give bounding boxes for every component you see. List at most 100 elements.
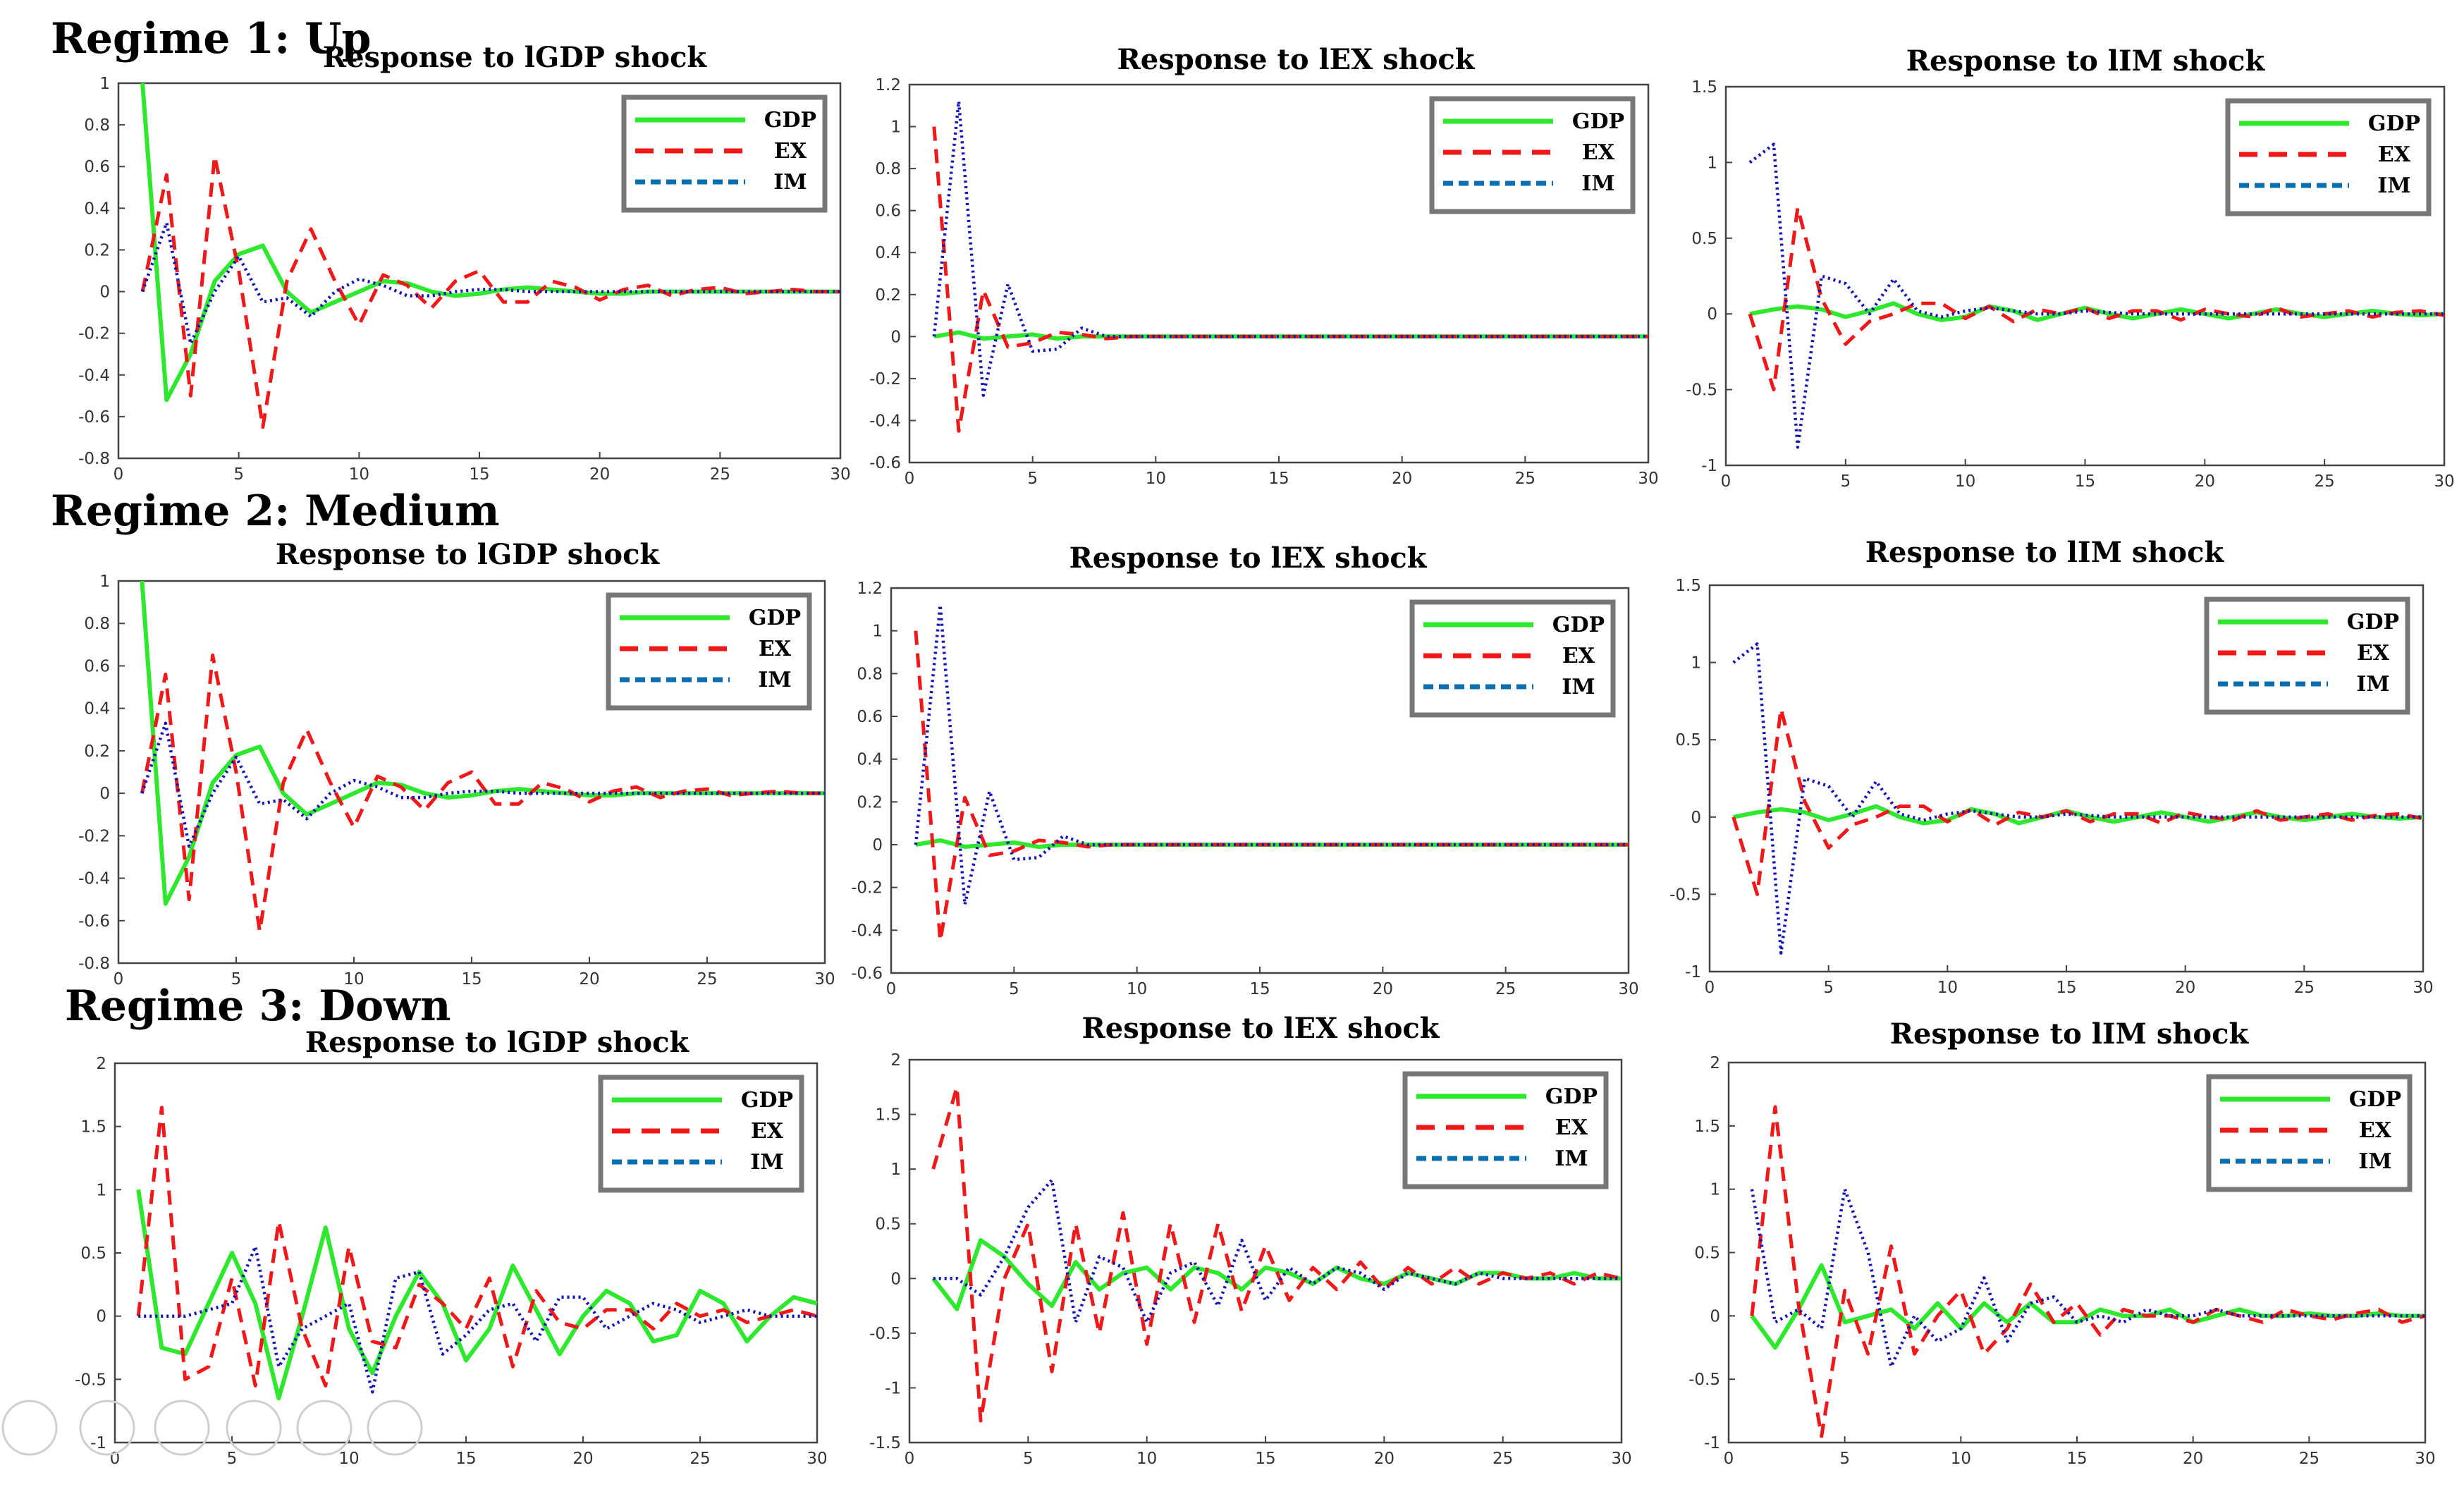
pen-icon[interactable]	[154, 1400, 210, 1456]
legend: GDP EX IM	[2206, 1074, 2413, 1192]
y-tick-label: 0.2	[84, 241, 110, 259]
x-tick-label: 5	[1027, 470, 1038, 488]
x-tick-label: 10	[1937, 979, 1958, 997]
y-tick-label: 1	[99, 573, 110, 591]
y-tick-label: 0	[890, 1270, 901, 1288]
legend-box	[1429, 96, 1636, 214]
x-tick-label: 10	[1955, 472, 1975, 491]
y-tick-label: 0.2	[875, 286, 901, 305]
x-tick-label: 20	[2175, 979, 2195, 997]
y-tick-label: 1	[890, 118, 901, 137]
y-tick-label: -0.2	[851, 879, 883, 898]
panel-5: Response to lEX shock -0.6 -0.4 -0.2 0 0.2 0.4…	[851, 541, 1639, 998]
legend-box	[2225, 98, 2432, 216]
x-tick-label: 5	[231, 970, 242, 989]
x-tick-label: 20	[2183, 1450, 2203, 1468]
panel-4: Response to lGDP shock -0.8 -0.6 -0.4 -0.2 0 0…	[78, 538, 835, 989]
legend-label-gdp: GDP	[764, 108, 816, 133]
y-tick-label: -0.2	[78, 827, 110, 845]
legend-box	[598, 1075, 804, 1193]
y-tick-label: 0.6	[875, 202, 901, 221]
x-tick-label: 20	[572, 1450, 593, 1468]
x-tick-label: 20	[1374, 1450, 1395, 1468]
legend-label-gdp: GDP	[1552, 613, 1605, 637]
x-tick-label: 30	[2434, 472, 2454, 491]
y-tick-label: -0.5	[869, 1325, 901, 1343]
x-tick-label: 0	[114, 465, 124, 484]
x-tick-label: 10	[1951, 1450, 1971, 1468]
y-tick-label: 0.5	[80, 1244, 106, 1263]
legend: GDP EX IM	[1409, 599, 1616, 718]
y-tick-label: 0.4	[857, 751, 883, 769]
y-tick-label: -0.6	[78, 912, 110, 931]
x-tick-label: 15	[1249, 980, 1270, 998]
series-line-ex	[140, 154, 840, 429]
x-tick-label: 10	[343, 970, 364, 989]
y-tick-label: -0.5	[1686, 381, 1717, 400]
y-tick-label: 0	[96, 1308, 106, 1326]
regime-3-label: Regime 3: Down	[65, 981, 450, 1031]
y-tick-label: 1	[890, 1161, 901, 1179]
legend-label-im: IM	[758, 668, 791, 692]
y-tick-label: -1.5	[869, 1434, 901, 1452]
y-tick-label: -0.5	[1669, 886, 1701, 904]
x-tick-label: 25	[697, 970, 717, 989]
x-tick-label: 0	[1705, 979, 1715, 997]
x-tick-label: 10	[1127, 980, 1147, 998]
next-slide-icon[interactable]	[79, 1400, 135, 1456]
slides-icon[interactable]	[226, 1400, 282, 1456]
y-tick-label: -0.6	[851, 965, 883, 983]
legend-box	[2206, 1074, 2413, 1192]
y-tick-label: -1	[1704, 1434, 1720, 1452]
series-line-ex	[1750, 1105, 2426, 1438]
series-line-gdp	[140, 82, 840, 403]
panel-7: Response to lGDP shock -1 -0.5 0 0.5 1 1.5 20 5 1…	[75, 1026, 828, 1468]
x-tick-label: 0	[114, 970, 124, 989]
x-tick-label: 20	[589, 465, 610, 484]
legend-label-ex: EX	[2357, 641, 2390, 666]
y-tick-label: 0	[1707, 305, 1717, 324]
x-tick-label: 20	[1373, 980, 1393, 998]
y-tick-label: -0.4	[78, 367, 110, 385]
series-line-ex	[931, 1085, 1622, 1423]
x-tick-label: 30	[1638, 470, 1658, 488]
prev-slide-icon[interactable]	[1, 1400, 58, 1456]
panel-9: Response to lIM shock-1-0.500.511.520 5 10…	[1688, 1017, 2436, 1468]
y-tick-label: 0	[99, 785, 110, 803]
x-tick-label: 0	[905, 1450, 915, 1468]
panel-title: Response to lGDP shock	[323, 41, 708, 74]
legend: GDP EX IM	[606, 592, 812, 711]
x-tick-label: 25	[710, 465, 730, 484]
panel-title: Response to lEX shock	[1082, 1012, 1440, 1045]
y-tick-label: -0.8	[78, 450, 110, 468]
x-tick-label: 30	[814, 970, 835, 989]
panel-title: Response to lEX shock	[1069, 541, 1428, 575]
legend: GDP EX IM	[2204, 596, 2410, 715]
x-tick-label: 10	[349, 465, 369, 484]
y-tick-label: 1.5	[80, 1118, 106, 1137]
x-tick-label: 30	[1611, 1450, 1631, 1468]
legend-label-gdp: GDP	[2368, 111, 2420, 136]
y-tick-label: 0.5	[1694, 1244, 1720, 1263]
y-tick-label: 0.5	[1675, 731, 1701, 749]
x-tick-label: 5	[1023, 1450, 1034, 1468]
more-options-icon[interactable]	[367, 1400, 423, 1456]
y-tick-label: -1	[885, 1379, 901, 1397]
y-tick-label: 1	[1691, 654, 1701, 673]
series-line-ex	[932, 126, 1648, 433]
x-tick-label: 30	[830, 465, 850, 484]
legend: GDP EX IM	[621, 94, 828, 213]
y-tick-label: 1.5	[1694, 1118, 1720, 1136]
series-line-im	[140, 221, 840, 345]
x-tick-label: 25	[2299, 1450, 2319, 1468]
y-tick-label: -1	[1701, 457, 1717, 475]
x-tick-label: 30	[2415, 1450, 2435, 1468]
y-tick-label: 0.8	[875, 160, 901, 178]
panel-title: Response to lIM shock	[1865, 536, 2225, 569]
x-tick-label: 15	[2075, 472, 2095, 491]
zoom-icon[interactable]	[296, 1400, 353, 1456]
x-tick-label: 15	[2056, 979, 2076, 997]
legend-box	[1402, 1071, 1609, 1189]
x-tick-label: 5	[1841, 472, 1851, 491]
y-tick-label: 0	[1710, 1307, 1720, 1326]
